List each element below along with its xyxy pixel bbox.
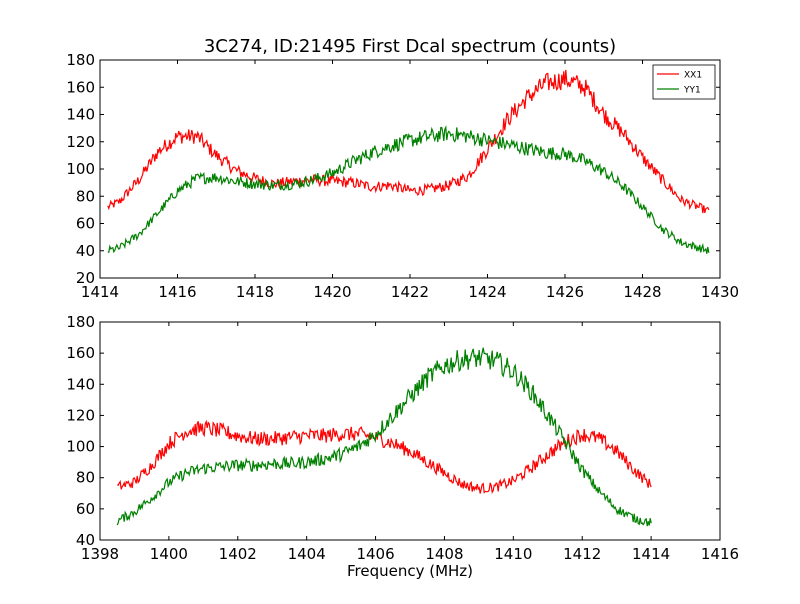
x-axis-label: Frequency (MHz) (347, 562, 473, 580)
y-tick-label: 140 (66, 106, 95, 124)
y-tick-label: 100 (66, 160, 95, 178)
y-tick-label: 180 (66, 313, 95, 331)
x-tick-label: 1420 (313, 283, 351, 301)
y-tick-label: 80 (76, 187, 95, 205)
y-tick-label: 40 (76, 242, 95, 260)
series-line-yy1 (107, 125, 710, 254)
series-line-yy1 (116, 347, 652, 527)
series-line-xx1 (116, 419, 652, 494)
x-tick-label: 1418 (236, 283, 274, 301)
y-tick-label: 80 (76, 469, 95, 487)
y-tick-label: 60 (76, 215, 95, 233)
x-tick-label: 1400 (150, 545, 188, 563)
x-tick-label: 1404 (288, 545, 326, 563)
plot-2: 1398 1400 1402 1404 1406 1408 1410 1412 1414 1416… (66, 313, 739, 563)
axes-frame (99, 321, 721, 541)
x-tick-label: 1422 (391, 283, 429, 301)
series-line-xx1 (107, 69, 710, 214)
y-tick-label: 40 (76, 531, 95, 549)
y-tick-label: 160 (66, 344, 95, 362)
x-tick-label: 1406 (356, 545, 394, 563)
legend-label-yy1: YY1 (683, 86, 701, 96)
y-tick-label: 120 (66, 406, 95, 424)
legend: XX1 YY1 (652, 64, 716, 100)
x-tick-label: 1408 (425, 545, 463, 563)
x-tick-label: 1398 (81, 545, 119, 563)
y-tick-label: 160 (66, 78, 95, 96)
plots-group: 1414 1416 1418 1420 1422 1424 1426 1428 1430 20 40… (66, 51, 739, 563)
x-tick-label: 1416 (158, 283, 196, 301)
x-tick-label: 1412 (563, 545, 601, 563)
x-tick-label: 1430 (701, 283, 739, 301)
chart-title: 3C274, ID:21495 First Dcal spectrum (cou… (204, 36, 616, 57)
x-tick-label: 1426 (546, 283, 584, 301)
x-tick-label: 1414 (632, 545, 670, 563)
plot-1: 1414 1416 1418 1420 1422 1424 1426 1428 1430 20 40… (66, 51, 739, 301)
x-tick-label: 1428 (623, 283, 661, 301)
y-tick-label: 60 (76, 500, 95, 518)
x-tick-label: 1416 (701, 545, 739, 563)
x-tick-label: 1402 (219, 545, 257, 563)
y-tick-label: 100 (66, 438, 95, 456)
x-tick-label: 1414 (81, 283, 119, 301)
y-tick-label: 120 (66, 133, 95, 151)
x-tick-label: 1424 (468, 283, 506, 301)
legend-box (652, 64, 716, 100)
y-tick-label: 180 (66, 51, 95, 69)
legend-label-xx1: XX1 (684, 71, 702, 81)
y-tick-label: 20 (76, 269, 95, 287)
x-tick-label: 1410 (494, 545, 532, 563)
y-tick-label: 140 (66, 375, 95, 393)
